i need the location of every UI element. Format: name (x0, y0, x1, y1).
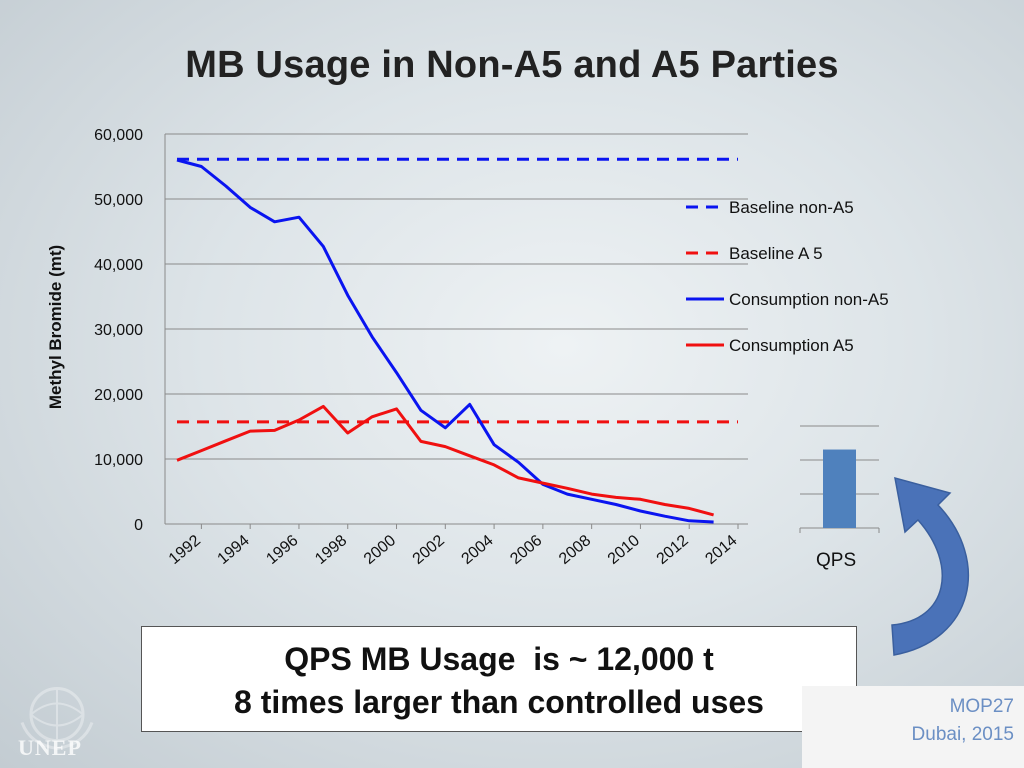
y-tick-label: 20,000 (94, 387, 143, 404)
x-tick-label: 2004 (458, 532, 496, 568)
legend-label-1: Baseline A 5 (729, 244, 823, 263)
qps-category-label: QPS (816, 550, 857, 571)
qps-callout-box: QPS MB Usage is ~ 12,000 t 8 times large… (141, 626, 857, 732)
unep-logo-text: UNEP (18, 735, 82, 760)
series-line-3 (176, 404, 714, 517)
x-tick-label: 1992 (166, 532, 204, 568)
x-tick-label: 2008 (556, 532, 594, 568)
footer-line-1: MOP27 (949, 696, 1014, 717)
legend-label-2: Consumption non-A5 (729, 290, 889, 309)
legend-label-0: Baseline non-A5 (729, 198, 854, 217)
y-tick-label: 60,000 (94, 127, 143, 144)
qps-bar (823, 449, 856, 528)
footer-line-2: Dubai, 2015 (911, 724, 1014, 745)
y-tick-label: 30,000 (94, 322, 143, 339)
x-tick-label: 2012 (654, 532, 692, 568)
x-tick-label: 2002 (410, 532, 448, 568)
y-tick-label: 10,000 (94, 452, 143, 469)
callout-line-2: 8 times larger than controlled uses (234, 684, 764, 720)
x-tick-label: 1998 (312, 532, 350, 568)
x-tick-label: 1996 (263, 532, 301, 568)
x-tick-label: 2014 (702, 532, 740, 568)
y-tick-label: 0 (134, 517, 143, 534)
unep-logo-icon (20, 687, 94, 751)
x-tick-label: 2006 (507, 532, 545, 568)
x-tick-label: 2000 (361, 532, 399, 568)
chart-title: MB Usage in Non-A5 and A5 Parties (185, 44, 839, 86)
curved-arrow-icon (891, 476, 970, 656)
y-tick-label: 50,000 (94, 192, 143, 209)
legend-label-3: Consumption A5 (729, 336, 854, 355)
x-tick-label: 2010 (605, 532, 643, 568)
x-tick-label: 1994 (215, 532, 253, 568)
footer-box: MOP27 Dubai, 2015 (802, 686, 1024, 768)
callout-line-1: QPS MB Usage is ~ 12,000 t (284, 641, 714, 677)
y-tick-label: 40,000 (94, 257, 143, 274)
series-line-2 (176, 158, 714, 524)
